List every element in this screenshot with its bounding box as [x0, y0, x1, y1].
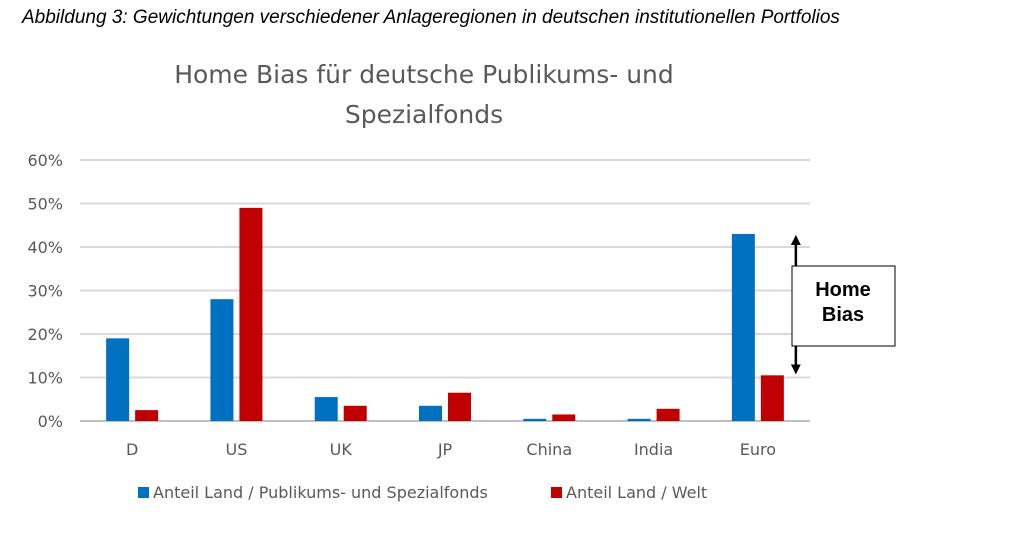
- y-tick-label: 20%: [27, 325, 63, 344]
- x-tick-label: India: [634, 440, 673, 459]
- bar-d-series-2: [135, 410, 159, 421]
- bar-jp-series-2: [448, 392, 471, 421]
- bar-d-series-1: [106, 338, 130, 421]
- figure-caption: Abbildung 3: Gewichtungen verschiedener …: [22, 7, 840, 28]
- legend-label: Anteil Land / Welt: [566, 483, 707, 502]
- bar-china-series-1: [523, 418, 547, 421]
- bar-us-series-1: [210, 299, 234, 421]
- y-tick-label: 30%: [27, 282, 63, 301]
- home-bias-label: Bias: [822, 304, 864, 326]
- x-tick-label: US: [225, 440, 247, 459]
- legend-label: Anteil Land / Publikums- und Spezialfond…: [153, 483, 488, 502]
- home-bias-label: Home: [815, 279, 871, 301]
- y-tick-label: 40%: [27, 238, 63, 257]
- chart-title-line-1: Home Bias für deutsche Publikums- und: [174, 60, 674, 89]
- y-tick-label: 0%: [38, 412, 63, 431]
- legend-swatch: [138, 487, 149, 498]
- home-bias-box: [791, 265, 896, 347]
- y-tick-label: 60%: [27, 151, 63, 170]
- x-tick-label: UK: [330, 440, 353, 459]
- bar-india-series-1: [627, 418, 651, 421]
- bar-us-series-2: [239, 207, 263, 421]
- bar-uk-series-2: [343, 405, 367, 421]
- bar-euro-series-2: [760, 375, 784, 421]
- bar-uk-series-1: [314, 397, 338, 421]
- bar-india-series-2: [656, 408, 680, 421]
- y-tick-label: 50%: [27, 195, 63, 214]
- x-tick-label: JP: [437, 440, 453, 459]
- bar-jp-series-1: [419, 405, 442, 421]
- bar-euro-series-1: [731, 233, 755, 421]
- bar-china-series-2: [552, 414, 576, 421]
- y-tick-label: 10%: [27, 369, 63, 388]
- x-tick-label: China: [526, 440, 572, 459]
- x-tick-label: D: [126, 440, 138, 459]
- x-tick-label: Euro: [740, 440, 776, 459]
- legend-swatch: [551, 487, 562, 498]
- chart-title-line-2: Spezialfonds: [345, 100, 503, 129]
